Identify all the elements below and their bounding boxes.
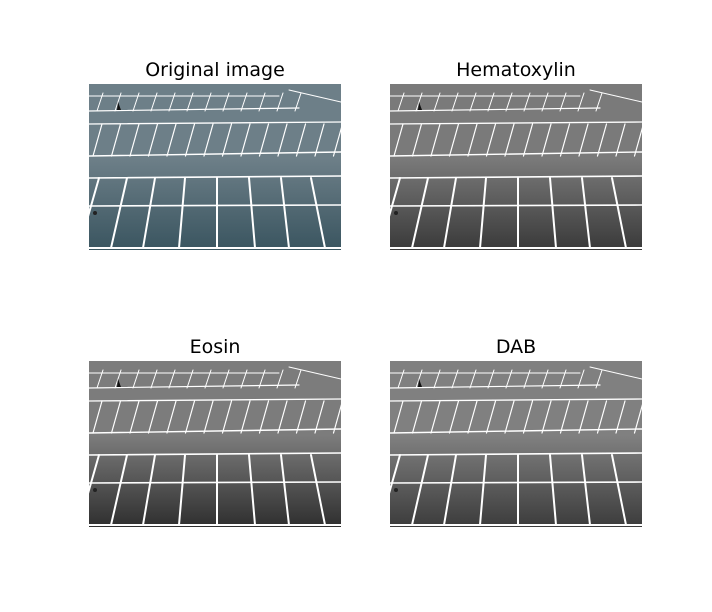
- parking-lot-photo: [89, 361, 341, 527]
- panel-title-dab: DAB: [495, 336, 537, 358]
- parking-lot-photo: [390, 361, 642, 527]
- panel-dab-image: [390, 361, 642, 527]
- panel-title-eosin: Eosin: [189, 336, 241, 358]
- parking-lot-photo: [89, 84, 341, 250]
- panel-original-image: [89, 84, 341, 250]
- panel-eosin-image: [89, 361, 341, 527]
- parking-lot-photo: [390, 84, 642, 250]
- panel-title-original: Original image: [145, 59, 285, 81]
- panel-hematoxylin-image: [390, 84, 642, 250]
- panel-title-hematoxylin: Hematoxylin: [456, 59, 576, 81]
